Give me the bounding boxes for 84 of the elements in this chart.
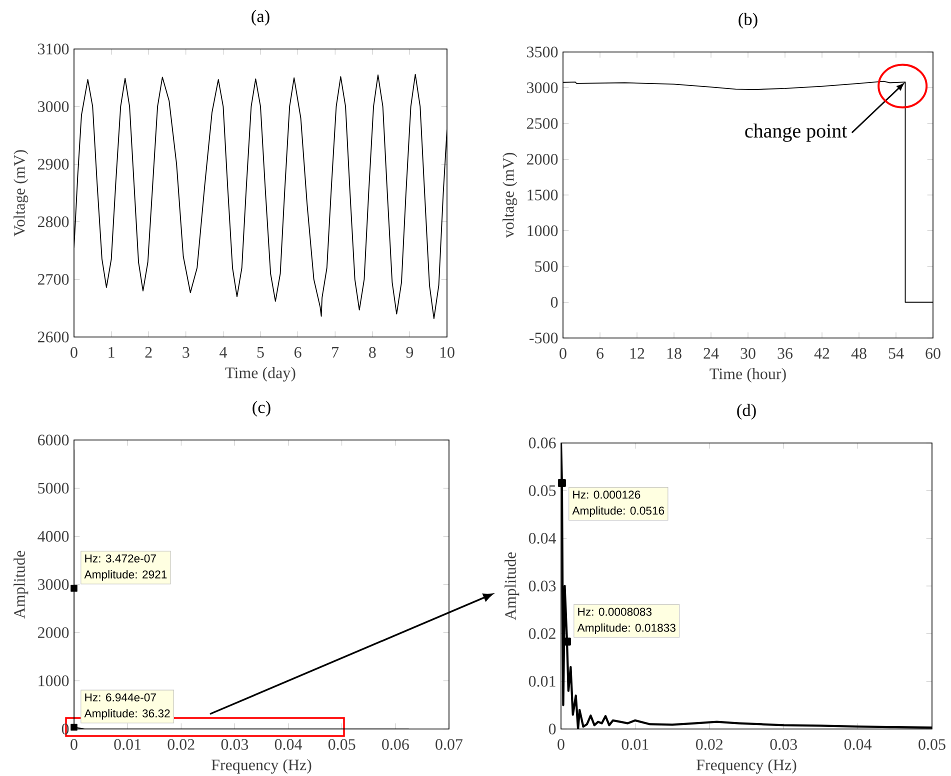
annotation: Amplitude: 0.0516 bbox=[572, 506, 664, 517]
x-tick-label: 1 bbox=[108, 347, 114, 358]
y-tick-label: 3500 bbox=[527, 46, 558, 58]
annotation: Hz: 6.944e-07 bbox=[85, 693, 156, 702]
x-axis-title: Frequency (Hz) bbox=[696, 759, 796, 774]
x-tick-label: 7 bbox=[332, 347, 339, 358]
y-tick-label: 5000 bbox=[38, 482, 69, 494]
y-tick-label: 0 bbox=[548, 724, 556, 734]
y-tick-label: 2800 bbox=[38, 216, 69, 228]
x-tick-label: 0.01 bbox=[114, 739, 141, 750]
chart-title: (a) bbox=[252, 10, 270, 26]
x-axis-title: Time (hour) bbox=[710, 368, 786, 383]
x-tick-label: 0 bbox=[70, 347, 78, 358]
x-tick-label: 0.02 bbox=[168, 739, 194, 750]
y-tick-label: 1000 bbox=[528, 225, 558, 236]
x-tick-label: 12 bbox=[630, 348, 644, 359]
x-tick-label: 24 bbox=[704, 348, 719, 359]
y-tick-label: 4000 bbox=[38, 530, 69, 542]
y-tick-label: 0 bbox=[550, 296, 558, 308]
y-tick-label: 0.02 bbox=[528, 628, 556, 640]
y-tick-label: 3000 bbox=[38, 101, 69, 112]
x-tick-label: 5 bbox=[257, 347, 264, 358]
y-tick-label: 2600 bbox=[38, 332, 69, 342]
annotation: Amplitude: 36.32 bbox=[84, 709, 170, 720]
x-tick-label: 0.05 bbox=[918, 739, 946, 750]
x-tick-label: 2 bbox=[145, 347, 152, 358]
chart-title: (c) bbox=[252, 400, 270, 417]
y-tick-label: 1500 bbox=[528, 190, 558, 200]
y-tick-label: -500 bbox=[530, 332, 558, 344]
x-tick-label: 0.06 bbox=[382, 739, 409, 750]
y-tick-label: 3100 bbox=[38, 44, 69, 54]
y-tick-label: 0.03 bbox=[528, 580, 556, 592]
y-tick-label: 500 bbox=[535, 261, 558, 272]
x-tick-label: 54 bbox=[888, 348, 904, 359]
annotation: Hz: 3.472e-07 bbox=[85, 554, 156, 562]
x-tick-label: 30 bbox=[740, 348, 756, 359]
y-tick-label: 3000 bbox=[38, 579, 69, 590]
y-tick-label: 0.06 bbox=[528, 438, 556, 448]
x-tick-label: 0 bbox=[560, 348, 566, 359]
x-tick-label: 0.04 bbox=[274, 739, 302, 750]
x-axis-title: Time (day) bbox=[225, 366, 296, 382]
x-tick-label: 18 bbox=[667, 348, 682, 359]
x-tick-label: 60 bbox=[926, 348, 940, 359]
annotation: Hz: 0.0008083 bbox=[578, 608, 652, 616]
y-axis-title: Amplitude bbox=[504, 552, 520, 620]
x-tick-label: 0.05 bbox=[328, 739, 356, 750]
y-tick-label: 2000 bbox=[527, 154, 558, 165]
x-tick-label: 3 bbox=[182, 347, 190, 358]
x-tick-label: 0.01 bbox=[622, 739, 648, 750]
y-tick-label: 0.01 bbox=[528, 676, 556, 687]
x-tick-label: 42 bbox=[814, 348, 830, 359]
y-axis-title: Voltage (mV) bbox=[14, 150, 28, 236]
annotation: Hz: 0.000126 bbox=[573, 490, 640, 499]
annotation: Amplitude: 2921 bbox=[84, 570, 167, 581]
x-tick-label: 0.03 bbox=[221, 739, 248, 750]
chart-title: (d) bbox=[737, 404, 756, 420]
y-tick-label: 0.04 bbox=[528, 532, 556, 544]
y-tick-label: 3000 bbox=[527, 82, 558, 94]
x-tick-label: 0.04 bbox=[844, 739, 872, 750]
x-tick-label: 0.02 bbox=[696, 739, 723, 750]
x-tick-label: 9 bbox=[406, 347, 414, 358]
x-tick-label: 10 bbox=[440, 347, 454, 358]
x-axis-title: Frequency (Hz) bbox=[212, 759, 312, 774]
x-tick-label: 0.03 bbox=[770, 739, 797, 750]
x-tick-label: 8 bbox=[369, 347, 376, 358]
x-tick-label: 0 bbox=[70, 739, 78, 750]
x-tick-label: 0.07 bbox=[436, 739, 463, 750]
x-tick-label: 6 bbox=[294, 347, 302, 358]
x-tick-label: 36 bbox=[778, 348, 793, 359]
y-tick-label: 2500 bbox=[527, 118, 558, 129]
y-tick-label: 6000 bbox=[38, 434, 69, 446]
y-tick-label: 2900 bbox=[38, 158, 69, 170]
y-tick-label: 2000 bbox=[38, 627, 69, 638]
y-tick-label: 1000 bbox=[38, 675, 69, 686]
y-axis-title: Amplitude bbox=[14, 550, 28, 619]
x-tick-label: 6 bbox=[596, 348, 604, 359]
annotation: Amplitude: 0.01833 bbox=[577, 623, 676, 634]
y-tick-label: 2700 bbox=[38, 274, 69, 285]
y-axis-title: voltage (mV) bbox=[502, 152, 518, 238]
chart-title: (b) bbox=[738, 12, 758, 29]
x-tick-label: 48 bbox=[851, 348, 866, 359]
x-tick-label: 4 bbox=[220, 347, 227, 358]
y-tick-label: 0.05 bbox=[528, 485, 556, 496]
annotation: change point bbox=[745, 124, 848, 142]
